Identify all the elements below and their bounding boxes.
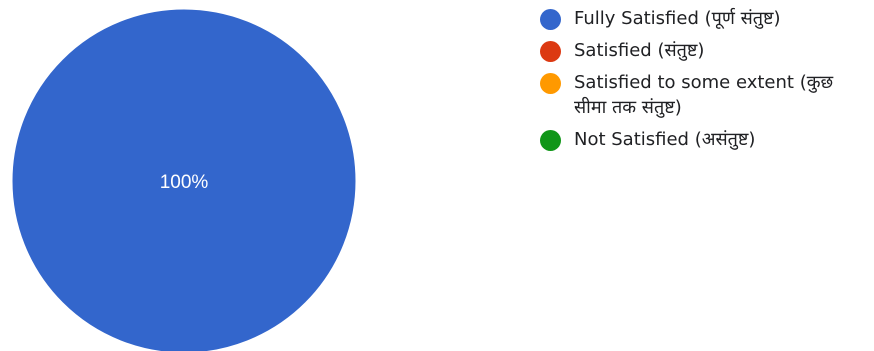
legend-item-satisfied-some-extent[interactable]: Satisfied to some extent (कुछ सीमा तक सं… [540, 70, 870, 120]
legend-swatch-satisfied [540, 41, 561, 62]
legend-swatch-not-satisfied [540, 130, 561, 151]
legend-label-satisfied: Satisfied (संतुष्ट) [574, 40, 705, 61]
pie-slice-fully-satisfied[interactable] [11, 8, 357, 351]
slice-label-fully-satisfied: 100% [160, 172, 209, 193]
legend-label-satisfied-some-extent: Satisfied to some extent (कुछ सीमा तक सं… [574, 72, 834, 118]
legend-label-fully-satisfied: Fully Satisfied (पूर्ण संतुष्ट) [574, 8, 781, 29]
pie-slices [11, 8, 357, 351]
legend-item-not-satisfied[interactable]: Not Satisfied (असंतुष्ट) [540, 127, 870, 152]
legend: Fully Satisfied (पूर्ण संतुष्ट) Satisfie… [540, 6, 870, 159]
pie-chart: 100% [11, 8, 357, 351]
legend-item-fully-satisfied[interactable]: Fully Satisfied (पूर्ण संतुष्ट) [540, 6, 870, 31]
legend-label-not-satisfied: Not Satisfied (असंतुष्ट) [574, 129, 756, 150]
legend-item-satisfied[interactable]: Satisfied (संतुष्ट) [540, 38, 870, 63]
legend-swatch-fully-satisfied [540, 9, 561, 30]
legend-swatch-satisfied-some-extent [540, 73, 561, 94]
